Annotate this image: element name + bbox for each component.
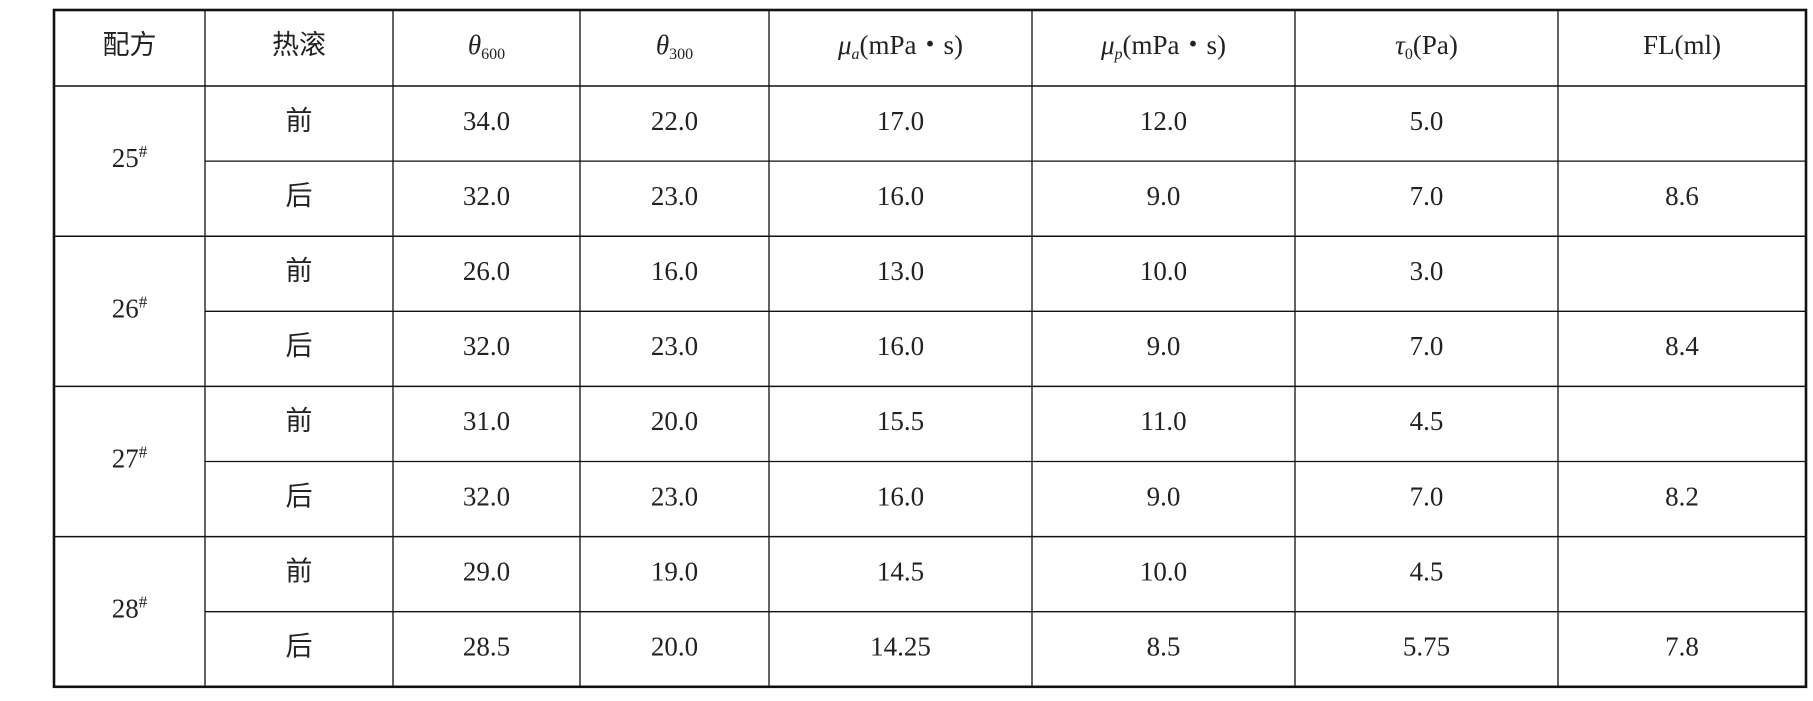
value-cell: 14.5: [877, 556, 924, 586]
formula-number: 26: [112, 294, 139, 324]
value-cell: 5.0: [1410, 106, 1444, 136]
stage-cell: 后: [286, 181, 313, 211]
formula-mark: #: [139, 593, 148, 612]
value-cell: 4.5: [1410, 406, 1444, 436]
table-border: [52, 8, 1808, 689]
value-cell: 3.0: [1410, 256, 1444, 286]
header-subscript: 0: [1405, 46, 1413, 63]
value-cell: 23.0: [651, 331, 698, 361]
header-subscript: a: [852, 46, 860, 63]
value-cell: 9.0: [1147, 181, 1181, 211]
value-cell: 16.0: [877, 181, 924, 211]
value-cell: 20.0: [651, 406, 698, 436]
stage-cell: 后: [286, 631, 313, 661]
header-symbol: μ: [1100, 30, 1115, 60]
value-cell: 23.0: [651, 181, 698, 211]
value-cell: 15.5: [877, 406, 924, 436]
stage-cell: 前: [286, 256, 313, 286]
value-cell: 16.0: [651, 256, 698, 286]
formula-cell: 26#: [112, 292, 148, 323]
value-cell: 7.0: [1410, 331, 1444, 361]
formula-number: 25: [112, 143, 139, 173]
value-cell: 4.5: [1410, 556, 1444, 586]
formula-mark: #: [139, 442, 148, 461]
header-symbol: μ: [837, 30, 852, 60]
stage-cell: 后: [286, 331, 313, 361]
value-cell: 20.0: [651, 631, 698, 661]
header-unit: (mPa・s): [860, 30, 964, 60]
value-cell: 22.0: [651, 106, 698, 136]
header-subscript: p: [1114, 46, 1123, 63]
header-cell: FL(ml): [1643, 30, 1721, 60]
header-cell: θ300: [656, 30, 693, 62]
value-cell: 26.0: [463, 256, 510, 286]
value-cell: 9.0: [1147, 481, 1181, 511]
value-cell: 10.0: [1140, 556, 1187, 586]
header-text: 热滚: [272, 30, 326, 60]
header-symbol: θ: [468, 30, 481, 60]
formula-cell: 27#: [112, 442, 148, 473]
value-cell: 32.0: [463, 481, 510, 511]
formula-number: 27: [112, 444, 139, 474]
stage-cell: 前: [286, 556, 313, 586]
value-cell: 16.0: [877, 481, 924, 511]
header-cell: 配方: [103, 30, 157, 60]
value-cell: 32.0: [463, 181, 510, 211]
value-cell: 32.0: [463, 331, 510, 361]
value-cell: 11.0: [1140, 406, 1186, 436]
value-cell: 12.0: [1140, 106, 1187, 136]
value-cell: 34.0: [463, 106, 510, 136]
value-cell: 8.6: [1665, 181, 1699, 211]
value-cell: 19.0: [651, 556, 698, 586]
value-cell: 23.0: [651, 481, 698, 511]
value-cell: 10.0: [1140, 256, 1187, 286]
formula-number: 28: [112, 594, 139, 624]
value-cell: 7.0: [1410, 481, 1444, 511]
header-symbol: τ: [1395, 30, 1406, 60]
formula-mark: #: [139, 292, 148, 311]
value-cell: 13.0: [877, 256, 924, 286]
value-cell: 28.5: [463, 631, 510, 661]
header-cell: μp(mPa・s): [1100, 30, 1226, 62]
value-cell: 8.4: [1665, 331, 1699, 361]
value-cell: 5.75: [1403, 631, 1450, 661]
value-cell: 16.0: [877, 331, 924, 361]
formula-cell: 25#: [112, 142, 148, 173]
value-cell: 29.0: [463, 556, 510, 586]
header-cell: 热滚: [272, 30, 326, 60]
value-cell: 31.0: [463, 406, 510, 436]
value-cell: 7.0: [1410, 181, 1444, 211]
header-subscript: 600: [481, 46, 505, 63]
value-cell: 17.0: [877, 106, 924, 136]
value-cell: 9.0: [1147, 331, 1181, 361]
stage-cell: 前: [286, 406, 313, 436]
value-cell: 14.25: [870, 631, 931, 661]
header-cell: τ0(Pa): [1395, 30, 1458, 62]
stage-cell: 前: [286, 106, 313, 136]
header-unit: (Pa): [1413, 30, 1458, 60]
header-subscript: 300: [669, 46, 693, 63]
header-cell: θ600: [468, 30, 505, 62]
header-cell: μa(mPa・s): [837, 30, 963, 62]
value-cell: 7.8: [1665, 631, 1699, 661]
value-cell: 8.5: [1147, 631, 1181, 661]
header-text: 配方: [103, 30, 157, 60]
formula-mark: #: [139, 142, 148, 161]
stage-cell: 后: [286, 481, 313, 511]
header-unit: (mPa・s): [1123, 30, 1227, 60]
header-text: FL(ml): [1643, 30, 1721, 60]
header-symbol: θ: [656, 30, 669, 60]
value-cell: 8.2: [1665, 481, 1699, 511]
formula-cell: 28#: [112, 593, 148, 624]
